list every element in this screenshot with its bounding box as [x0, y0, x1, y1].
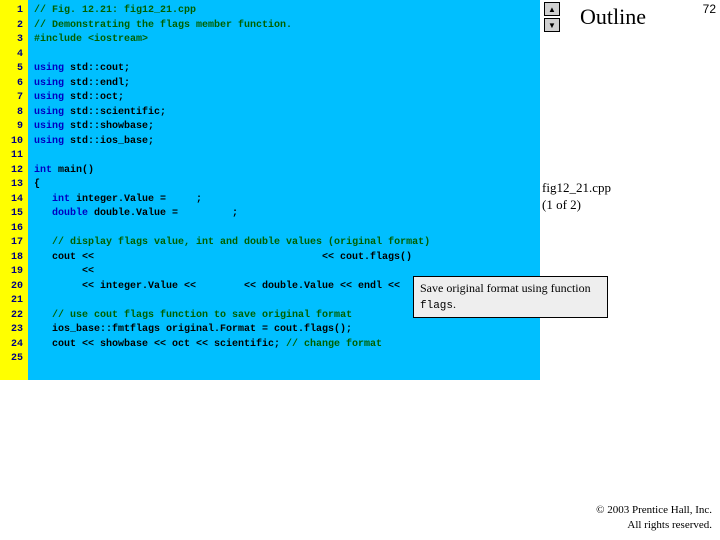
line-number: 20	[2, 280, 26, 295]
callout-text-1: Save original format using	[420, 281, 548, 295]
line-number: 18	[2, 251, 26, 266]
code-line: using std::showbase;	[34, 120, 534, 135]
callout-text-2: function	[551, 281, 591, 295]
code-line	[34, 222, 534, 237]
code-line: // Fig. 12.21: fig12_21.cpp	[34, 4, 534, 19]
line-number: 8	[2, 106, 26, 121]
copyright-notice: © 2003 Prentice Hall, Inc. All rights re…	[596, 503, 712, 532]
code-line: cout << << cout.flags()	[34, 251, 534, 266]
code-line: using std::endl;	[34, 77, 534, 92]
code-line	[34, 149, 534, 164]
line-number: 12	[2, 164, 26, 179]
figure-caption: fig12_21.cpp (1 of 2)	[542, 180, 611, 214]
line-number: 5	[2, 62, 26, 77]
line-number-gutter: 1234567891011121314151617181920212223242…	[0, 0, 28, 380]
nav-down-button[interactable]: ▼	[544, 18, 560, 32]
code-line: int main()	[34, 164, 534, 179]
line-number: 2	[2, 19, 26, 34]
nav-buttons: ▲ ▼	[544, 2, 562, 34]
outline-heading: Outline	[580, 4, 646, 30]
nav-up-button[interactable]: ▲	[544, 2, 560, 16]
caption-part: (1 of 2)	[542, 197, 611, 214]
copyright-line2: All rights reserved.	[596, 518, 712, 532]
copyright-line1: © 2003 Prentice Hall, Inc.	[596, 503, 712, 517]
line-number: 19	[2, 265, 26, 280]
line-number: 16	[2, 222, 26, 237]
page-number: 72	[703, 2, 716, 16]
code-line: {	[34, 178, 534, 193]
line-number: 6	[2, 77, 26, 92]
code-line: using std::oct;	[34, 91, 534, 106]
line-number: 15	[2, 207, 26, 222]
code-line: using std::cout;	[34, 62, 534, 77]
code-line: // display flags value, int and double v…	[34, 236, 534, 251]
callout-code: flags	[420, 300, 453, 312]
code-line	[34, 352, 534, 367]
sidebar: ▲ ▼ Outline 72 fig12_21.cpp (1 of 2)	[540, 0, 720, 540]
code-line: int integer.Value = ;	[34, 193, 534, 208]
callout-text-3: .	[453, 297, 456, 311]
line-number: 25	[2, 352, 26, 367]
code-line: #include <iostream>	[34, 33, 534, 48]
line-number: 3	[2, 33, 26, 48]
callout-box: Save original format using function flag…	[413, 276, 608, 318]
code-line: double double.Value = ;	[34, 207, 534, 222]
code-area: 1234567891011121314151617181920212223242…	[0, 0, 540, 380]
line-number: 10	[2, 135, 26, 150]
line-number: 21	[2, 294, 26, 309]
line-number: 23	[2, 323, 26, 338]
line-number: 7	[2, 91, 26, 106]
line-number: 11	[2, 149, 26, 164]
line-number: 24	[2, 338, 26, 353]
code-line: using std::scientific;	[34, 106, 534, 121]
line-number: 9	[2, 120, 26, 135]
line-number: 22	[2, 309, 26, 324]
code-line	[34, 48, 534, 63]
line-number: 4	[2, 48, 26, 63]
callout-connector	[300, 288, 420, 289]
line-number: 14	[2, 193, 26, 208]
line-number: 1	[2, 4, 26, 19]
code-line: ios_base::fmtflags original.Format = cou…	[34, 323, 534, 338]
code-listing: // Fig. 12.21: fig12_21.cpp// Demonstrat…	[28, 0, 540, 380]
line-number: 17	[2, 236, 26, 251]
code-line: using std::ios_base;	[34, 135, 534, 150]
line-number: 13	[2, 178, 26, 193]
caption-filename: fig12_21.cpp	[542, 180, 611, 197]
code-line: cout << showbase << oct << scientific; /…	[34, 338, 534, 353]
code-line: // Demonstrating the flags member functi…	[34, 19, 534, 34]
